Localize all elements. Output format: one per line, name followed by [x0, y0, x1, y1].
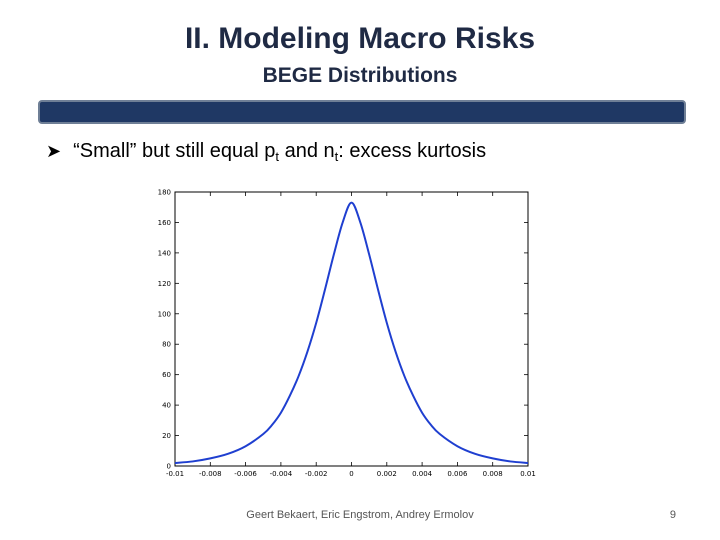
bullet-text-prefix: “Small” but still equal p: [73, 140, 276, 162]
arrow-bullet-icon: ➤: [46, 141, 62, 161]
y-tick-label: 20: [162, 432, 171, 440]
x-tick-label: 0.01: [520, 470, 536, 478]
x-tick-label: 0.006: [447, 470, 468, 478]
slide-subtitle: BEGE Distributions: [262, 64, 458, 87]
y-tick-label: 80: [162, 341, 171, 349]
footer-authors: Geert Bekaert, Eric Engstrom, Andrey Erm…: [246, 509, 474, 521]
y-tick-label: 120: [158, 280, 171, 288]
density-series-line: [174, 201, 529, 464]
bullet-subscript-n: t: [334, 149, 339, 164]
y-tick-label: 100: [158, 310, 171, 318]
plot-area-frame: [174, 191, 529, 467]
y-tick-label: 180: [158, 189, 171, 197]
x-tick-label: 0: [349, 470, 353, 478]
y-tick-label: 140: [158, 249, 171, 257]
bullet-subscript-p: t: [275, 149, 280, 164]
x-tick-label: -0.008: [199, 470, 222, 478]
bullet-text-mid: and n: [279, 140, 335, 162]
x-tick-label: 0.004: [412, 470, 433, 478]
y-tick-label: 60: [162, 371, 171, 379]
bullet-point: ➤ “Small” but still equal pt and nt: exce…: [46, 140, 486, 164]
page-number: 9: [669, 509, 676, 521]
x-tick-label: -0.01: [166, 470, 184, 478]
x-tick-label: 0.008: [483, 470, 503, 478]
x-tick-label: -0.002: [305, 470, 328, 478]
x-tick-label: -0.004: [270, 470, 293, 478]
y-tick-label: 40: [162, 402, 171, 410]
density-chart: -0.01 -0.008 -0.006 -0.004 -0.002 0 0.002 0.004…: [158, 189, 536, 479]
slide-title: II. Modeling Macro Risks: [184, 22, 536, 55]
title-divider-band: [38, 100, 686, 124]
x-tick-label: -0.006: [234, 470, 257, 478]
y-tick-label: 160: [158, 219, 171, 227]
y-tick-label: 0: [167, 463, 171, 471]
x-tick-label: 0.002: [377, 470, 397, 478]
bullet-text-suffix: : excess kurtosis: [338, 140, 487, 162]
